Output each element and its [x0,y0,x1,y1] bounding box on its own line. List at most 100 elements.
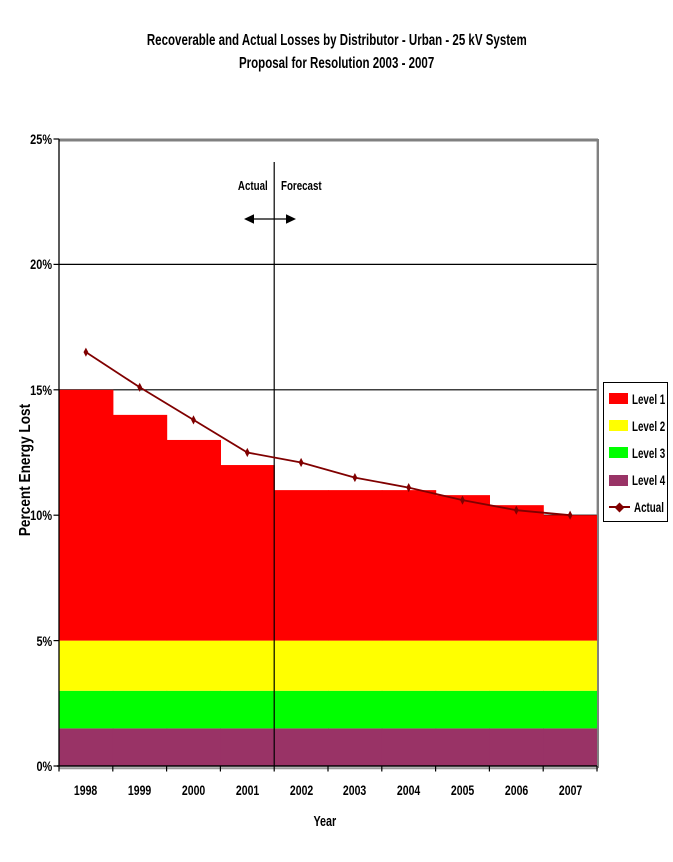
bar-segment-level-1 [112,414,168,641]
actual-marker-diamond [567,510,573,520]
x-tick-label: 2006 [489,782,543,798]
actual-marker-diamond [352,472,358,483]
bar-segment-level-1 [166,439,221,641]
chart-title-text: Recoverable and Actual Losses by Distrib… [146,32,527,49]
arrow-head-left [244,214,254,224]
y-tick-label: 25% [4,130,52,148]
legend-item: Level 1 [604,385,667,412]
x-tick-label: 2000 [167,782,221,798]
x-tick-label-text: 1999 [128,782,152,798]
bar-segment-level-3 [220,690,275,729]
bar-segment-level-1 [543,515,597,641]
bar-segment-level-3 [381,690,437,729]
bar-segment-level-3 [166,690,221,729]
bar-segment-level-1 [274,490,329,641]
bar-segment-level-1 [59,389,114,641]
y-tick-label-text: 0% [36,758,52,774]
bar-segment-level-3 [543,690,597,729]
legend-item: Level 2 [604,412,667,439]
forecast-zone-label: Forecast [281,178,322,193]
legend-label-text: Level 4 [632,472,666,489]
legend-label: Level 3 [632,445,673,461]
x-tick-label-text: 2000 [181,782,206,798]
legend-line-marker-icon [609,502,630,513]
x-tick-label: 2004 [382,782,436,798]
y-tick-label: 0% [4,757,52,775]
chart-subtitle: Proposal for Resolution 2003 - 2007 [0,55,673,73]
legend-item: Level 3 [604,439,667,466]
actual-marker-diamond [513,505,519,515]
y-tick-label: 20% [4,255,52,273]
bar-segment-level-3 [59,690,114,729]
x-tick-label: 2003 [328,782,382,798]
actual-marker-diamond [298,457,304,468]
bar-segment-level-2 [274,640,329,691]
bar-segment-level-4 [166,728,221,766]
legend: Level 1 Level 2 Level 3 Level 4 Actual [603,382,668,522]
bar-segment-level-1 [220,465,275,641]
x-tick-label: 2005 [436,782,490,798]
x-axis-title: Year [0,813,650,830]
bar-segment-level-2 [489,640,544,691]
x-tick-label: 1999 [113,782,167,798]
bar-segment-level-1 [489,505,544,641]
bar-segment-level-1 [328,490,383,641]
bar-segment-level-4 [489,728,544,766]
y-tick-label: 10% [4,506,52,524]
y-tick-label: 15% [4,381,52,399]
x-tick-label-text: 1998 [74,782,98,798]
actual-zone-label: Actual [238,178,268,193]
legend-label: Level 2 [632,418,673,434]
x-tick-label-text: 2005 [450,782,475,798]
x-tick-label: 1998 [59,782,113,798]
legend-label-text: Level 1 [632,390,666,407]
actual-line [85,351,571,517]
actual-marker-diamond [460,495,465,505]
actual-marker-diamond [191,415,196,425]
x-tick-label-text: 2007 [558,782,582,798]
bar-segment-level-2 [381,640,437,691]
legend-label: Level 4 [632,472,673,488]
x-axis-title-text: Year [313,813,337,830]
bar-segment-level-3 [489,690,544,729]
legend-swatch-icon [609,447,628,459]
bar-segment-level-4 [59,728,114,766]
x-tick-label: 2001 [220,782,274,798]
legend-item: Level 4 [604,467,667,494]
actual-marker-diamond [137,382,143,392]
y-tick-label-text: 5% [36,632,52,649]
arrow-head-right [286,214,296,224]
bar-segment-level-1 [381,490,437,641]
bar-segment-level-4 [274,728,329,766]
chart-title: Recoverable and Actual Losses by Distrib… [0,32,673,50]
y-tick-label-text: 10% [30,507,52,524]
bar-segment-level-2 [543,640,597,691]
bar-segment-level-2 [220,640,275,691]
bar-segment-level-4 [381,728,437,766]
legend-label-text: Actual [634,499,664,516]
x-tick-label-text: 2003 [343,782,367,798]
x-tick-label: 2002 [274,782,328,798]
legend-swatch-icon [609,474,628,486]
x-tick-label: 2007 [543,782,597,798]
actual-marker-diamond [244,447,250,458]
legend-label: Actual [634,499,673,515]
bar-segment-level-4 [435,728,490,766]
bar-segment-level-3 [328,690,383,729]
x-tick-label-text: 2002 [289,782,313,798]
bar-segment-level-2 [112,640,168,691]
bar-segment-level-4 [328,728,383,766]
chart-subtitle-text: Proposal for Resolution 2003 - 2007 [238,55,435,72]
bar-segment-level-4 [220,728,275,766]
bar-segment-level-4 [112,728,168,766]
legend-swatch-icon [609,420,628,432]
bar-segment-level-3 [274,690,329,729]
y-tick-label-text: 15% [30,381,52,398]
actual-marker-diamond [83,347,89,357]
legend-label-text: Level 3 [632,444,666,461]
legend-label-text: Level 2 [632,417,666,434]
legend-label: Level 1 [632,391,673,407]
legend-swatch-icon [609,393,628,405]
x-tick-label-text: 2004 [397,782,421,798]
